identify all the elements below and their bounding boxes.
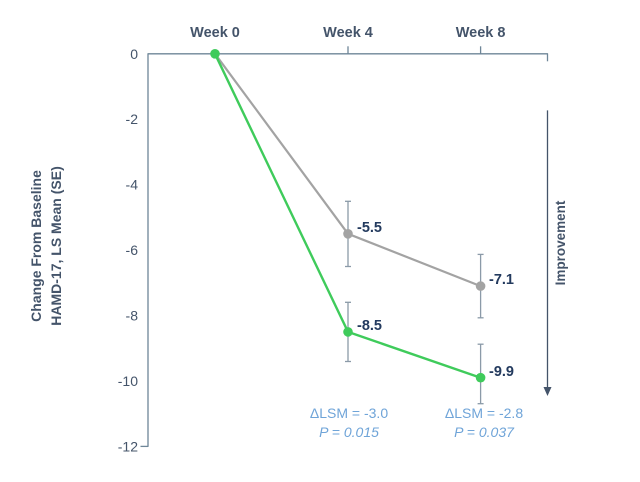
svg-text:-2: -2 bbox=[126, 111, 139, 127]
svg-text:-12: -12 bbox=[118, 438, 138, 454]
svg-text:-9.9: -9.9 bbox=[489, 364, 514, 380]
svg-text:0: 0 bbox=[130, 46, 138, 62]
svg-text:Change From Baseline: Change From Baseline bbox=[28, 170, 44, 322]
svg-text:-6: -6 bbox=[126, 242, 139, 258]
svg-text:Week 4: Week 4 bbox=[323, 25, 373, 41]
svg-text:Week 0: Week 0 bbox=[190, 25, 240, 41]
svg-text:-8.5: -8.5 bbox=[357, 318, 382, 334]
svg-text:Week 8: Week 8 bbox=[456, 25, 506, 41]
svg-text:P = 0.037: P = 0.037 bbox=[454, 424, 515, 440]
svg-text:-7.1: -7.1 bbox=[489, 272, 514, 288]
svg-text:-4: -4 bbox=[126, 177, 139, 193]
svg-text:P = 0.015: P = 0.015 bbox=[319, 424, 379, 440]
svg-text:ΔLSM = -2.8: ΔLSM = -2.8 bbox=[445, 405, 523, 421]
svg-text:-10: -10 bbox=[118, 373, 138, 389]
svg-text:-5.5: -5.5 bbox=[357, 220, 382, 236]
svg-text:-8: -8 bbox=[126, 308, 139, 324]
svg-text:Improvement: Improvement bbox=[553, 200, 568, 285]
svg-text:ΔLSM = -3.0: ΔLSM = -3.0 bbox=[310, 405, 388, 421]
svg-text:HAMD-17, LS Mean (SE): HAMD-17, LS Mean (SE) bbox=[48, 166, 64, 325]
